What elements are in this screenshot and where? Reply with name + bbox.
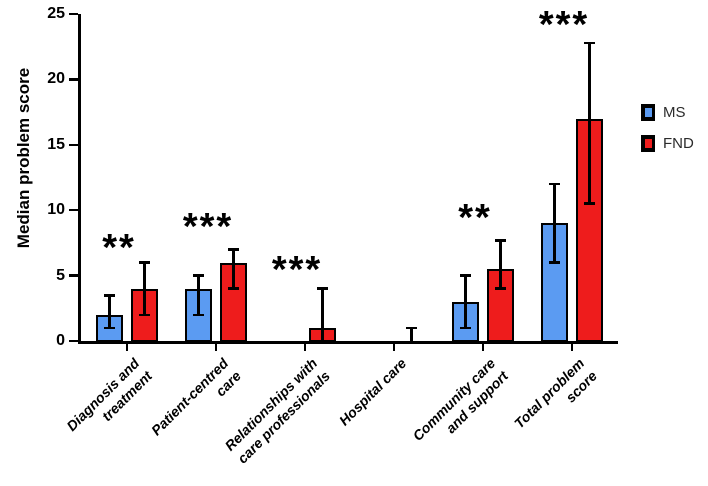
y-tick-label: 0 — [56, 332, 65, 349]
error-cap — [317, 287, 328, 290]
error-bar — [499, 240, 502, 289]
error-cap — [584, 41, 595, 45]
y-tick — [69, 143, 78, 147]
error-cap — [139, 313, 150, 317]
legend: MS FND — [641, 104, 694, 152]
legend-swatch-fnd-icon — [641, 135, 655, 152]
y-tick-label: 10 — [47, 201, 65, 219]
error-bar — [232, 249, 235, 289]
y-tick-label: 25 — [47, 5, 65, 22]
significance-marker: *** — [271, 248, 323, 291]
significance-marker: *** — [538, 4, 590, 47]
error-cap — [460, 274, 471, 277]
y-tick-label: 20 — [47, 70, 65, 88]
legend-item-ms: MS — [641, 104, 694, 121]
y-tick — [69, 339, 78, 343]
error-cap — [139, 261, 150, 264]
x-axis-line — [78, 341, 618, 344]
legend-item-fnd: FND — [641, 135, 694, 152]
legend-label-ms: MS — [663, 104, 686, 121]
error-cap — [584, 202, 595, 205]
y-tick — [69, 208, 78, 212]
x-tick — [481, 344, 485, 351]
x-tick — [570, 344, 574, 351]
error-bar — [143, 262, 146, 315]
error-cap — [193, 313, 204, 317]
y-tick-label: 15 — [47, 135, 65, 153]
x-tick — [214, 344, 218, 351]
error-cap — [460, 326, 471, 330]
significance-marker: *** — [182, 205, 234, 248]
y-tick — [69, 12, 78, 16]
error-bar — [197, 275, 200, 315]
error-cap — [104, 294, 115, 297]
y-tick — [69, 274, 78, 277]
x-tick — [392, 344, 396, 351]
y-tick-label: 5 — [56, 266, 65, 284]
error-cap — [495, 287, 506, 290]
error-bar — [410, 327, 413, 341]
x-tick — [125, 344, 129, 351]
error-cap — [406, 326, 417, 330]
error-bar — [588, 42, 591, 204]
y-axis-title: Median problem score — [14, 67, 33, 249]
error-cap — [193, 274, 204, 277]
legend-label-fnd: FND — [663, 135, 694, 152]
error-cap — [495, 239, 506, 242]
error-bar — [321, 288, 324, 341]
x-tick — [303, 344, 307, 351]
significance-marker: ** — [458, 196, 492, 239]
y-axis-line — [78, 14, 81, 344]
legend-swatch-ms-icon — [641, 104, 655, 121]
error-cap — [549, 182, 560, 186]
error-cap — [104, 326, 115, 330]
error-cap — [228, 248, 239, 251]
error-cap — [549, 261, 560, 264]
significance-marker: ** — [102, 226, 136, 269]
error-bar — [553, 184, 556, 263]
y-tick — [69, 78, 78, 81]
error-cap — [228, 287, 239, 290]
error-bar — [464, 275, 467, 328]
error-bar — [108, 295, 111, 328]
